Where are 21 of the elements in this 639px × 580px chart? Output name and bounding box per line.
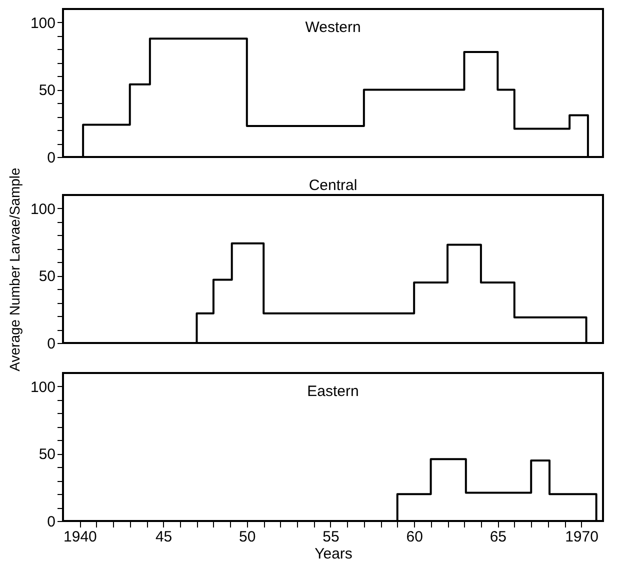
x-tick-label: 1970 — [565, 528, 598, 546]
y-tick-label: 50 — [38, 82, 56, 100]
y-tick-label: 0 — [47, 150, 56, 166]
y-tick-label: 0 — [47, 336, 56, 352]
y-tick-label: 0 — [47, 514, 56, 530]
y-tick-label: 100 — [30, 378, 56, 396]
y-tick-label: 50 — [38, 268, 56, 286]
x-tick-label: 45 — [155, 528, 172, 546]
x-tick-label: 50 — [239, 528, 256, 546]
text: Western — [305, 19, 361, 36]
x-tick-label: 55 — [322, 528, 340, 546]
x-tick-label: 65 — [490, 528, 507, 546]
y-tick-label: 100 — [30, 200, 56, 218]
text: Eastern — [307, 383, 359, 400]
x-tick-label: 60 — [406, 528, 423, 546]
y-axis-title: Average Number Larvae/Sample — [6, 167, 22, 372]
y-tick-label: 100 — [30, 14, 56, 32]
x-tick-label: 1940 — [64, 528, 97, 546]
x-axis-title: Years — [314, 546, 352, 562]
chart-title: Central — [308, 177, 358, 194]
y-tick-label: 50 — [38, 446, 56, 464]
